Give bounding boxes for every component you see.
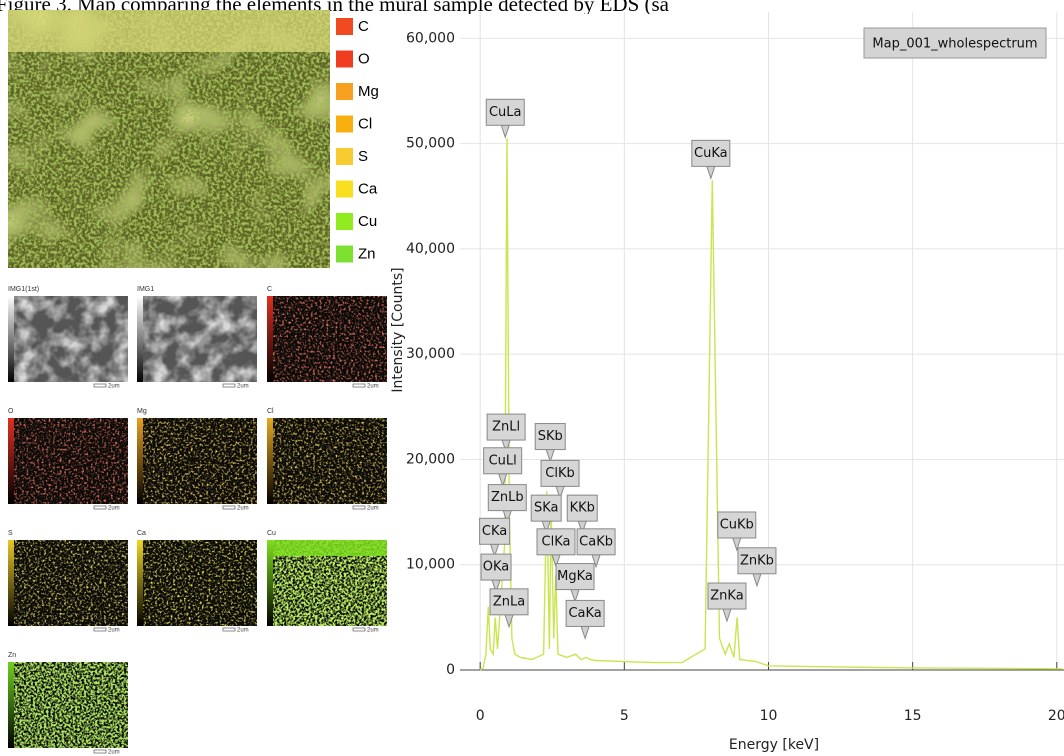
scale-label: 2um xyxy=(108,628,120,634)
legend-label: Map_001_wholespectrum xyxy=(872,37,1037,52)
scale-label: 2um xyxy=(367,506,379,512)
annotation-label: ZnKa xyxy=(710,589,743,604)
legend-label: C xyxy=(358,18,369,35)
color-bar xyxy=(8,418,14,504)
legend-swatch xyxy=(336,213,353,230)
x-tick-label: 0 xyxy=(476,708,485,724)
x-tick-label: 5 xyxy=(620,708,629,724)
annotation-label: ZnLa xyxy=(493,594,525,609)
legend-swatch xyxy=(336,148,353,165)
map-label: Ca xyxy=(137,530,146,537)
x-tick-label: 10 xyxy=(760,708,778,724)
legend-label: Zn xyxy=(358,245,376,262)
map-texture xyxy=(137,296,257,382)
map-texture xyxy=(267,418,387,504)
map-band xyxy=(267,540,387,556)
scale-label: 2um xyxy=(108,750,120,756)
map-label: S xyxy=(8,530,13,537)
annotation-label: CuKa xyxy=(694,146,728,161)
annotation-label: ClKa xyxy=(542,534,571,549)
scale-label: 2um xyxy=(108,506,120,512)
x-tick-label: 20 xyxy=(1048,708,1064,724)
annotation-label: ZnLb xyxy=(491,490,524,505)
y-axis-label: Intensity [Counts] xyxy=(390,267,406,392)
annotation-label: ZnKb xyxy=(740,553,774,568)
scale-label: 2um xyxy=(237,628,249,634)
annotation-label: ClKb xyxy=(545,466,574,481)
map-texture xyxy=(8,540,128,626)
scale-label: 2um xyxy=(108,384,120,390)
map-texture xyxy=(267,296,387,382)
map-texture xyxy=(8,662,128,748)
composite-band xyxy=(8,10,330,52)
legend-swatch xyxy=(336,51,353,68)
annotation-label: CaKa xyxy=(568,606,601,621)
annotation-label: ZnLl xyxy=(492,420,520,435)
color-bar xyxy=(137,296,143,382)
legend-swatch xyxy=(336,18,353,35)
x-tick-label: 15 xyxy=(904,708,922,724)
map-texture xyxy=(137,418,257,504)
x-axis-label: Energy [keV] xyxy=(729,737,819,753)
y-tick-label: 20,000 xyxy=(406,451,455,467)
map-texture xyxy=(8,418,128,504)
color-bar xyxy=(8,662,14,748)
annotation-label: OKa xyxy=(483,560,510,575)
y-tick-label: 0 xyxy=(446,662,455,678)
color-bar xyxy=(8,540,14,626)
color-bar xyxy=(137,418,143,504)
page: Figure 3. Map comparing the elements in … xyxy=(0,0,1064,756)
scale-label: 2um xyxy=(237,384,249,390)
annotation-label: CaKb xyxy=(579,534,613,549)
y-tick-label: 40,000 xyxy=(406,241,455,257)
y-tick-label: 30,000 xyxy=(406,346,455,362)
map-label: IMG1(1st) xyxy=(8,286,39,293)
y-tick-label: 50,000 xyxy=(406,136,455,152)
y-tick-label: 10,000 xyxy=(406,557,455,573)
color-bar xyxy=(267,296,273,382)
annotation-label: CuLl xyxy=(489,453,517,468)
legend-swatch xyxy=(336,83,353,100)
legend-label: Cl xyxy=(358,115,372,132)
annotation-label: SKa xyxy=(534,501,559,516)
annotation-label: KKb xyxy=(570,501,595,516)
map-label: O xyxy=(8,408,14,415)
legend-label: Ca xyxy=(358,180,378,197)
map-label: C xyxy=(267,286,272,293)
annotation-label: CuKb xyxy=(720,517,754,532)
scale-label: 2um xyxy=(367,384,379,390)
color-bar xyxy=(267,418,273,504)
annotation-label: CKa xyxy=(482,524,507,539)
map-texture xyxy=(8,296,128,382)
scale-label: 2um xyxy=(367,628,379,634)
legend-label: Cu xyxy=(358,213,377,230)
color-bar xyxy=(267,540,273,626)
scale-label: 2um xyxy=(237,506,249,512)
legend-label: Mg xyxy=(358,83,379,100)
y-tick-label: 60,000 xyxy=(406,30,455,46)
annotation-label: SKb xyxy=(538,429,563,444)
map-label: Cu xyxy=(267,530,276,537)
map-texture xyxy=(137,540,257,626)
color-bar xyxy=(137,540,143,626)
legend-label: O xyxy=(358,50,370,67)
legend-label: S xyxy=(358,148,368,165)
map-label: IMG1 xyxy=(137,286,154,293)
annotation-label: MgKa xyxy=(557,569,593,584)
color-bar xyxy=(8,296,14,382)
legend-swatch xyxy=(336,246,353,263)
legend-swatch xyxy=(336,116,353,133)
legend-swatch xyxy=(336,181,353,198)
annotation-label: CuLa xyxy=(489,105,522,120)
map-label: Zn xyxy=(8,652,16,659)
map-label: Mg xyxy=(137,408,147,415)
map-label: Cl xyxy=(267,408,274,415)
